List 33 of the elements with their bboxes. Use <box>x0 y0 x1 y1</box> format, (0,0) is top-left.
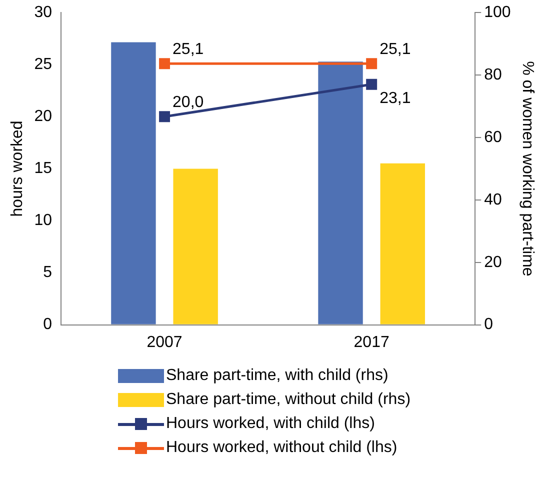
y-tick-label: 0 <box>43 316 52 334</box>
bar <box>111 42 156 324</box>
point <box>366 58 378 70</box>
point <box>159 58 170 70</box>
y-tick-label: 25 <box>34 56 52 74</box>
y2-tick-label: 0 <box>484 316 494 334</box>
y-tick-label: 30 <box>34 4 52 22</box>
y2-tick-label: 100 <box>484 4 511 22</box>
data-label: 25,1 <box>172 41 204 58</box>
y-tick-label: 10 <box>34 212 52 230</box>
y2-axis-title: % of women working part-time <box>518 61 536 276</box>
bar <box>173 168 218 324</box>
x-tick-label: 2007 <box>146 334 182 351</box>
legend-label: Share part-time, without child (rhs) <box>166 391 411 409</box>
legend-label: Hours worked, with child (lhs) <box>166 415 375 433</box>
y-tick-label: 20 <box>34 108 52 126</box>
data-label: 25,1 <box>380 41 411 58</box>
y-tick-label: 5 <box>43 264 52 282</box>
y-tick-label: 15 <box>34 160 52 178</box>
y2-tick-label: 40 <box>484 191 502 208</box>
y2-tick-label: 80 <box>484 66 502 84</box>
point <box>159 111 170 122</box>
point <box>366 78 378 90</box>
x-tick-label: 2017 <box>354 334 390 351</box>
data-label: 23,1 <box>380 90 411 107</box>
y2-tick-label: 20 <box>484 254 502 271</box>
data-label: 20,0 <box>172 94 204 112</box>
legend-label: Share part-time, with child (rhs) <box>166 367 388 385</box>
bar <box>318 62 363 324</box>
bar <box>380 163 425 324</box>
legend-label: Hours worked, without child (lhs) <box>166 439 398 457</box>
y-axis-title: hours worked <box>9 120 26 217</box>
y2-tick-label: 60 <box>484 128 502 146</box>
